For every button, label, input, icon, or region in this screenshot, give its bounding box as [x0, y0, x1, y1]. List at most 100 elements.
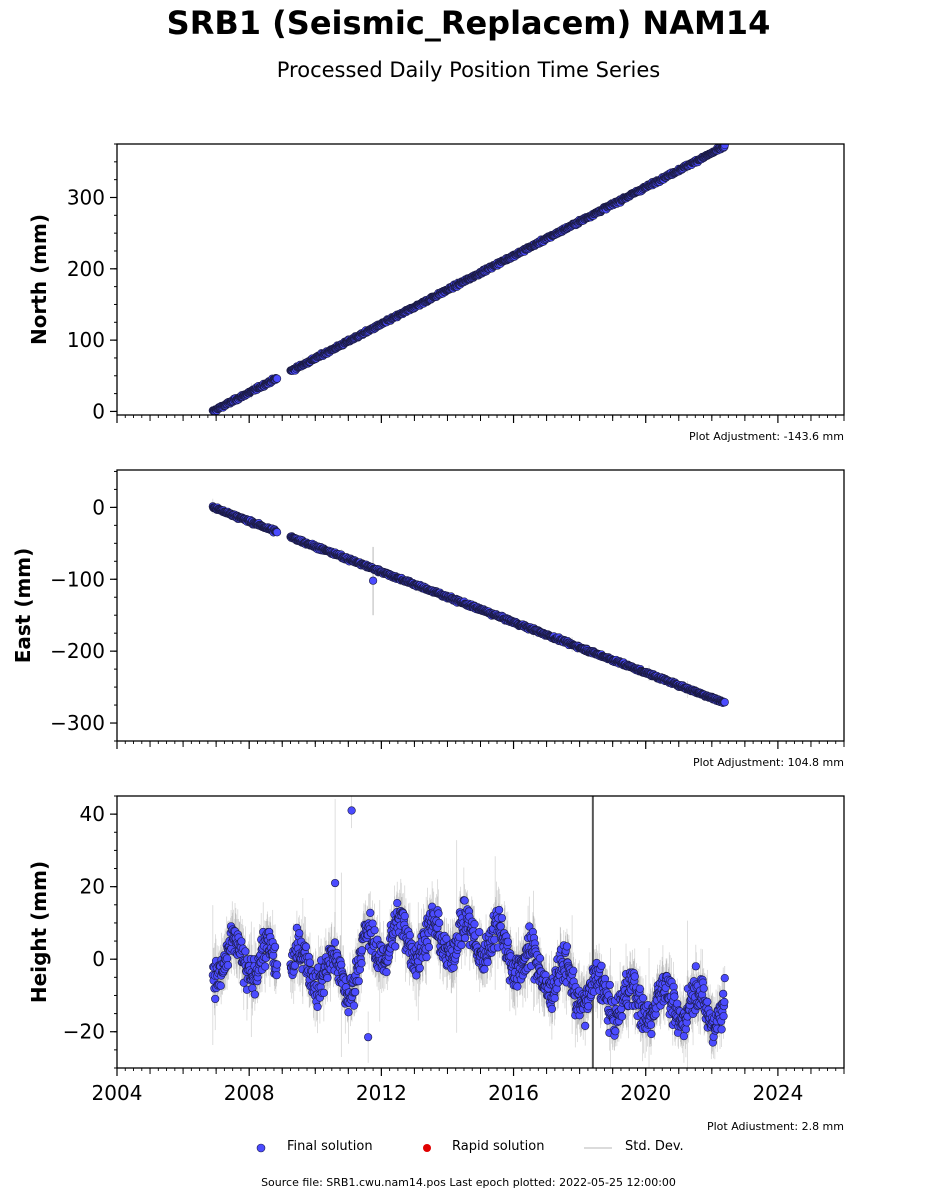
data-point — [720, 997, 729, 1007]
data-point — [370, 926, 379, 935]
data-point — [699, 984, 708, 993]
data-point — [535, 954, 545, 963]
data-point — [670, 992, 679, 1001]
y-axis-label: Height (mm) — [27, 861, 51, 1003]
data-point — [331, 878, 340, 888]
data-point — [503, 937, 512, 946]
legend: Final solution Rapid solution Std. Dev. — [0, 1136, 937, 1158]
data-point — [720, 698, 729, 707]
data-point — [216, 981, 225, 990]
plot-frame-0 — [116, 143, 845, 416]
x-tick-label: 2004 — [92, 1081, 143, 1105]
data-point — [635, 984, 645, 993]
plot-adjustment: Plot Adjustment: 104.8 mm — [693, 756, 844, 769]
data-point — [647, 1029, 656, 1039]
data-point — [382, 968, 391, 977]
data-point — [597, 961, 606, 970]
y-tick-label: −20 — [63, 1020, 105, 1044]
x-tick-label: 2020 — [620, 1081, 671, 1105]
plot-adjustment: Plot Adjustment: -143.6 mm — [689, 430, 844, 443]
data-point — [330, 938, 340, 947]
data-point — [719, 1012, 728, 1021]
y-tick-label: 40 — [80, 802, 105, 826]
data-point — [364, 1033, 373, 1042]
data-point — [547, 1004, 556, 1013]
y-tick-label: 300 — [67, 185, 105, 209]
y-tick-label: −300 — [50, 711, 105, 735]
data-point — [391, 942, 400, 951]
data-point — [313, 1002, 322, 1011]
y-tick-label: −100 — [50, 567, 105, 591]
data-point — [369, 576, 378, 585]
y-tick-label: 20 — [80, 875, 105, 899]
data-point — [646, 1020, 656, 1029]
y-tick-label: 0 — [92, 495, 105, 519]
data-point — [460, 896, 469, 905]
data-point — [457, 940, 466, 950]
data-point — [223, 961, 233, 970]
data-point — [305, 958, 315, 967]
chart-subtitle: Processed Daily Position Time Series — [276, 58, 661, 82]
y-tick-label: 200 — [67, 257, 105, 281]
final-solution-marker — [256, 1143, 266, 1153]
data-point — [611, 1027, 620, 1036]
chart-title: SRB1 (Seismic_Replacem) NAM14 — [166, 4, 771, 42]
data-point — [719, 989, 728, 998]
data-point — [344, 1008, 353, 1017]
data-point — [475, 927, 484, 937]
data-point — [435, 918, 444, 928]
data-point — [483, 958, 492, 967]
plot-adjustment: Plot Adjustment: 2.8 mm — [707, 1120, 844, 1130]
data-point — [617, 1012, 627, 1021]
data-point — [250, 990, 259, 999]
data-point — [422, 953, 431, 962]
std-dev-line — [584, 1147, 612, 1149]
data-point — [681, 1025, 691, 1034]
data-point — [513, 982, 522, 991]
legend-rapid-label: Rapid solution — [452, 1139, 545, 1154]
data-point — [490, 935, 499, 944]
data-point — [301, 942, 311, 951]
data-point — [272, 374, 282, 383]
data-point — [223, 954, 232, 963]
rapid-solution-marker — [423, 1144, 431, 1152]
data-point — [241, 947, 250, 956]
data-point — [581, 1021, 590, 1030]
data-point — [460, 933, 470, 943]
data-point — [470, 920, 479, 929]
data-point — [495, 905, 504, 915]
data-point — [357, 946, 367, 955]
data-point — [691, 962, 700, 971]
data-point — [272, 971, 281, 980]
y-tick-label: −200 — [50, 639, 105, 663]
data-point — [295, 929, 304, 938]
x-tick-label: 2016 — [488, 1081, 539, 1105]
x-tick-label: 2024 — [752, 1081, 803, 1105]
data-point — [424, 943, 434, 952]
y-tick-label: 0 — [92, 947, 105, 971]
data-point — [703, 997, 712, 1006]
data-point — [400, 912, 409, 921]
data-point — [569, 966, 578, 975]
data-point — [366, 908, 375, 917]
data-point — [261, 962, 270, 971]
data-point — [497, 913, 507, 923]
data-point — [347, 806, 356, 815]
data-point — [562, 942, 572, 951]
data-point — [323, 973, 332, 983]
x-tick-label: 2008 — [224, 1081, 275, 1105]
data-points-1 — [208, 498, 729, 707]
y-axis-label: North (mm) — [27, 214, 51, 345]
data-point — [550, 994, 559, 1003]
data-point — [496, 922, 505, 931]
data-point — [638, 994, 648, 1003]
data-point — [351, 987, 360, 997]
data-point — [405, 931, 415, 940]
data-point — [605, 980, 614, 990]
data-point — [480, 965, 489, 974]
data-point — [393, 899, 402, 908]
data-point — [270, 942, 280, 951]
data-points-0 — [208, 144, 729, 415]
legend-final-label: Final solution — [287, 1139, 373, 1154]
